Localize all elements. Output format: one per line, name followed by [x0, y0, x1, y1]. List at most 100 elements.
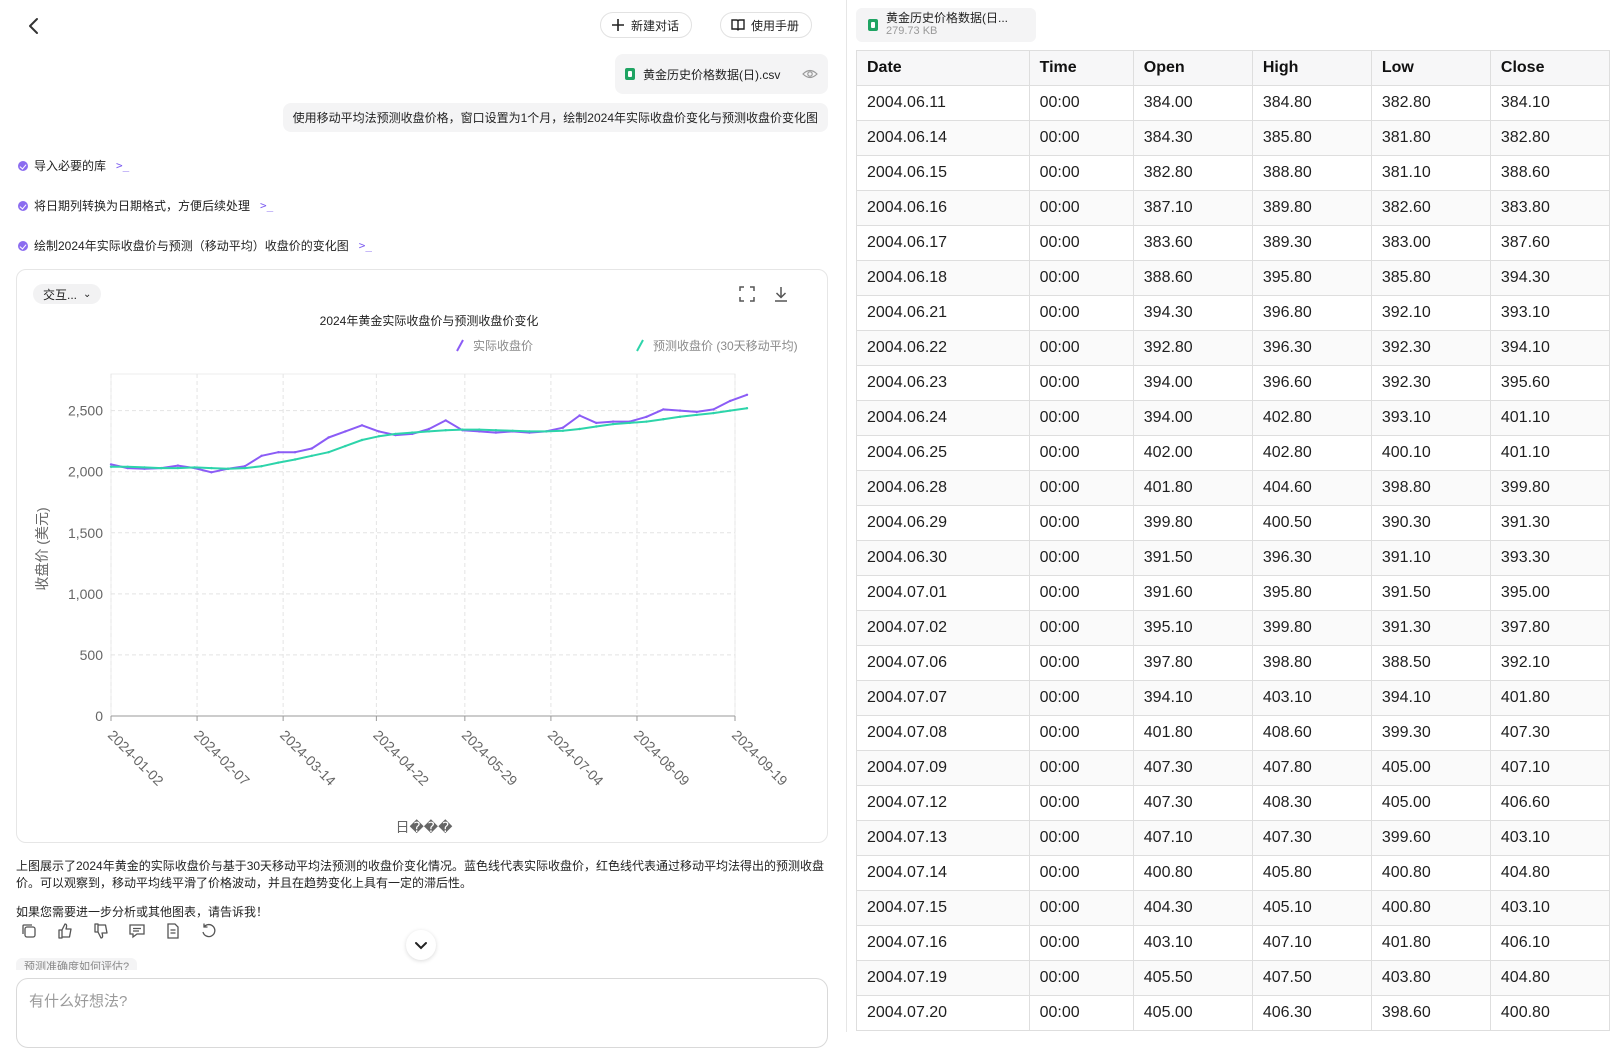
legend-label: 实际收盘价	[473, 338, 533, 353]
data-file-chip[interactable]: 黄金历史价格数据(日... 279.73 KB	[856, 8, 1036, 42]
table-cell: 385.80	[1251, 120, 1372, 156]
step-label: 将日期列转换为日期格式，方便后续处理	[34, 199, 251, 213]
table-cell: 407.30	[1489, 715, 1610, 751]
user-manual-button[interactable]: 使用手册	[720, 12, 813, 38]
attachment-chip[interactable]: 黄金历史价格数据(日).csv	[615, 54, 828, 94]
terminal-icon[interactable]: >_	[358, 239, 372, 252]
table-row: 2004.06.16 00:00 387.10 389.80 382.60 383.80	[856, 190, 1610, 226]
table-cell: 405.10	[1251, 890, 1372, 926]
suggestion-chip[interactable]: 预测准确度如何评估?	[16, 958, 138, 970]
regenerate-icon[interactable]	[200, 922, 218, 940]
chat-input-box[interactable]	[16, 978, 828, 1048]
data-point	[293, 451, 297, 454]
table-cell: 388.50	[1370, 645, 1491, 681]
table-cell: 2004.07.12	[856, 785, 1030, 821]
table-cell: 2004.06.25	[856, 435, 1030, 471]
table-row: 2004.06.15 00:00 382.80 388.80 381.10 388.60	[856, 155, 1610, 191]
thumbs-down-icon[interactable]	[92, 922, 110, 940]
table-cell: 2004.06.28	[856, 470, 1030, 506]
data-point	[243, 465, 247, 468]
table-cell: 00:00	[1028, 260, 1134, 296]
table-cell: 00:00	[1028, 155, 1134, 191]
chat-input[interactable]	[17, 979, 827, 1024]
table-cell: 401.80	[1370, 925, 1491, 961]
scroll-down-button[interactable]	[406, 930, 436, 960]
data-point	[143, 466, 146, 469]
data-point	[394, 432, 397, 436]
back-button[interactable]	[22, 14, 46, 38]
table-cell: 00:00	[1028, 505, 1134, 541]
plot-area	[110, 373, 736, 717]
table-row: 2004.07.16 00:00 403.10 407.10 401.80 406.10	[856, 925, 1610, 961]
data-point	[578, 427, 581, 431]
column-header[interactable]: Date	[856, 50, 1030, 86]
comment-icon[interactable]	[128, 922, 146, 940]
y-tick-label: 1,000	[68, 586, 103, 602]
data-point	[729, 409, 732, 412]
table-cell: 405.00	[1132, 995, 1253, 1031]
table-cell: 391.50	[1370, 575, 1491, 611]
table-cell: 384.30	[1132, 120, 1253, 156]
table-cell: 391.30	[1370, 610, 1491, 646]
table-cell: 400.80	[1370, 890, 1491, 926]
step-item[interactable]: 将日期列转换为日期格式，方便后续处理 >_	[18, 197, 273, 214]
table-row: 2004.07.13 00:00 407.10 407.30 399.60 403.10	[856, 820, 1610, 856]
table-cell: 2004.06.30	[856, 540, 1030, 576]
data-point	[260, 454, 263, 457]
table-row: 2004.06.29 00:00 399.80 400.50 390.30 391.30	[856, 505, 1610, 541]
chart-grid	[110, 373, 736, 717]
table-row: 2004.07.08 00:00 401.80 408.60 399.30 407.30	[856, 715, 1610, 751]
chevron-down-icon: ⌄	[83, 288, 92, 300]
table-cell: 408.60	[1251, 715, 1372, 751]
table-cell: 397.80	[1132, 645, 1253, 681]
eye-icon[interactable]	[802, 66, 818, 82]
table-cell: 396.30	[1251, 330, 1372, 366]
table-row: 2004.07.14 00:00 400.80 405.80 400.80 404.80	[856, 855, 1610, 891]
thumbs-up-icon[interactable]	[56, 922, 74, 940]
chat-panel: 新建对话 使用手册 黄金历史价格数据(日).csv 使用移动平均法预测收盘价格，…	[0, 0, 840, 1032]
table-row: 2004.06.11 00:00 384.00 384.80 382.80 384.10	[856, 85, 1610, 121]
panel-divider[interactable]	[846, 0, 847, 1032]
table-cell: 00:00	[1028, 680, 1134, 716]
data-point	[176, 464, 180, 467]
column-header[interactable]: Low	[1370, 50, 1491, 86]
column-header[interactable]: Time	[1028, 50, 1134, 86]
column-header[interactable]: Close	[1489, 50, 1610, 86]
table-cell: 397.80	[1489, 610, 1610, 646]
column-header[interactable]: High	[1251, 50, 1372, 86]
plus-icon	[612, 19, 624, 31]
table-cell: 403.10	[1489, 820, 1610, 856]
data-point	[595, 425, 598, 428]
table-row: 2004.07.15 00:00 404.30 405.10 400.80 403.10	[856, 890, 1610, 926]
table-cell: 400.50	[1251, 505, 1372, 541]
table-cell: 394.10	[1132, 680, 1253, 716]
table-cell: 00:00	[1028, 785, 1134, 821]
table-cell: 2004.06.29	[856, 505, 1030, 541]
table-cell: 2004.07.01	[856, 575, 1030, 611]
table-cell: 2004.07.07	[856, 680, 1030, 716]
terminal-icon[interactable]: >_	[260, 199, 274, 212]
table-cell: 399.80	[1132, 505, 1253, 541]
fullscreen-icon[interactable]	[737, 284, 757, 304]
x-axis-label: 日���	[395, 819, 453, 835]
document-icon[interactable]	[164, 922, 182, 940]
table-row: 2004.07.02 00:00 395.10 399.80 391.30 397.80	[856, 610, 1610, 646]
table-cell: 400.80	[1370, 855, 1491, 891]
table-cell: 404.80	[1489, 960, 1610, 996]
data-table: Date Time Open High Low Close 2004.06.11 00:00…	[856, 50, 1610, 1031]
data-point	[662, 418, 665, 421]
step-item[interactable]: 绘制2024年实际收盘价与预测（移动平均）收盘价的变化图 >_	[18, 237, 372, 254]
data-point	[478, 428, 481, 431]
x-tick-label: 2024-05-29	[459, 727, 521, 789]
terminal-icon[interactable]: >_	[116, 159, 130, 172]
chart-mode-dropdown[interactable]: 交互... ⌄	[33, 284, 102, 304]
new-chat-button[interactable]: 新建对话	[600, 12, 693, 38]
download-icon[interactable]	[771, 284, 791, 304]
column-header[interactable]: Open	[1132, 50, 1253, 86]
step-item[interactable]: 导入必要的库 >_	[18, 157, 129, 174]
table-cell: 403.10	[1132, 925, 1253, 961]
table-row: 2004.06.17 00:00 383.60 389.30 383.00 387.60	[856, 225, 1610, 261]
data-point	[344, 444, 347, 448]
copy-icon[interactable]	[20, 922, 38, 940]
table-cell: 2004.06.11	[856, 85, 1030, 121]
